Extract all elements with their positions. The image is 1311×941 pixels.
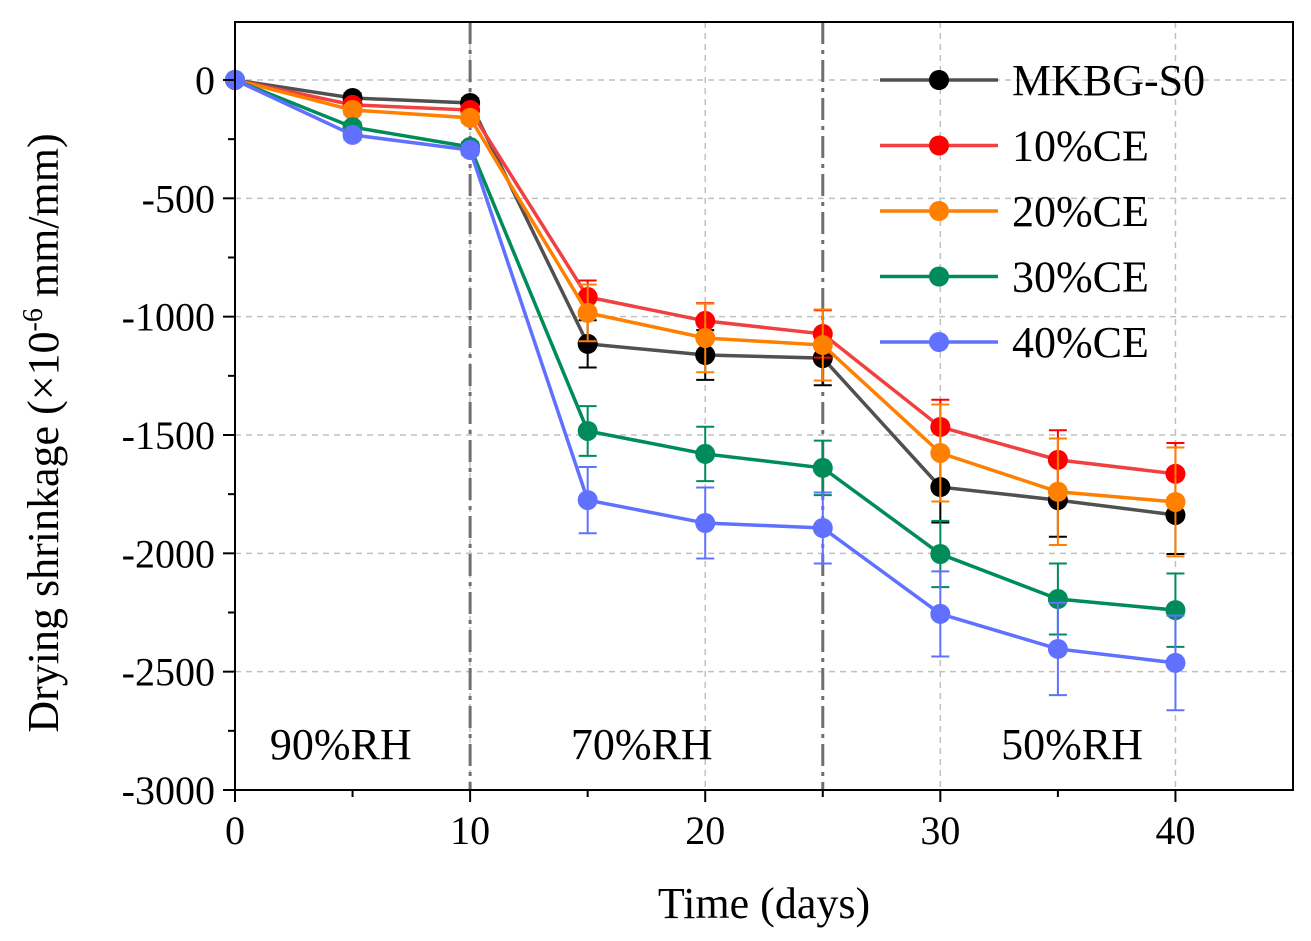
data-point [812, 335, 833, 356]
y-tick-label: -1500 [122, 413, 215, 458]
y-tick-label: -3000 [122, 768, 215, 813]
annotations: 90%RH 70%RH 50%RH [270, 720, 1143, 769]
data-point [930, 603, 951, 624]
y-axis-label-main: Drying shrinkage (×10 [19, 331, 68, 732]
axis-ticks: 0 10 20 30 40 0 -500 -1000 -1500 -2000 -2500 -3000 [122, 58, 1196, 853]
y-axis-label-unit: mm/mm) [19, 133, 68, 308]
legend-label: 40%CE [1012, 318, 1149, 367]
data-point [1047, 481, 1068, 502]
legend-label: 10%CE [1012, 122, 1149, 171]
data-point [930, 544, 951, 565]
x-tick-label: 0 [225, 808, 245, 853]
legend-label: MKBG-S0 [1012, 56, 1205, 105]
data-point [1047, 638, 1068, 659]
data-point [930, 442, 951, 463]
data-point [1047, 589, 1068, 610]
phase-label: 50%RH [1001, 720, 1143, 769]
y-tick-label: -2500 [122, 650, 215, 695]
data-point [695, 443, 716, 464]
legend-label: 30%CE [1012, 253, 1149, 302]
x-tick-label: 40 [1155, 808, 1195, 853]
data-point [1165, 652, 1186, 673]
phase-label: 70%RH [571, 720, 713, 769]
data-point [342, 100, 363, 121]
y-axis-label: Drying shrinkage (×10-6 mm/mm) [18, 133, 68, 732]
y-axis-label-exponent: -6 [18, 308, 49, 331]
legend-marker [929, 201, 949, 221]
data-point [812, 518, 833, 539]
series-layer [225, 69, 1186, 712]
plot-frame [234, 21, 1294, 791]
data-point [695, 513, 716, 534]
data-point [460, 140, 481, 161]
data-point [577, 302, 598, 323]
data-point [577, 490, 598, 511]
data-point [1165, 491, 1186, 512]
y-tick-label: -1000 [122, 295, 215, 340]
data-point [577, 333, 598, 354]
data-point [460, 107, 481, 128]
legend-marker [929, 135, 949, 156]
series-40-ce [225, 69, 1186, 712]
y-tick-label: 0 [195, 58, 215, 103]
legend-marker [929, 70, 949, 90]
y-tick-label: -2000 [122, 531, 215, 576]
x-axis-label: Time (days) [658, 879, 870, 928]
series-20-ce [225, 69, 1186, 558]
x-tick-label: 20 [685, 808, 725, 853]
data-point [695, 327, 716, 348]
legend-label: 20%CE [1012, 187, 1149, 236]
data-point [577, 420, 598, 441]
phase-label: 90%RH [270, 720, 412, 769]
data-point [812, 457, 833, 478]
x-tick-label: 10 [450, 808, 490, 853]
x-tick-label: 30 [920, 808, 960, 853]
legend-marker [929, 266, 949, 287]
legend: MKBG-S0 10%CE 20%CE 30%CE 40%CE [880, 56, 1205, 367]
data-point [342, 124, 363, 145]
phase-dividers [468, 22, 825, 790]
y-tick-label: -500 [142, 176, 215, 221]
legend-marker [929, 332, 949, 352]
